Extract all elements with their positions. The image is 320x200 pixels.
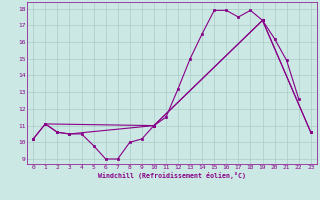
X-axis label: Windchill (Refroidissement éolien,°C): Windchill (Refroidissement éolien,°C) [98,172,246,179]
